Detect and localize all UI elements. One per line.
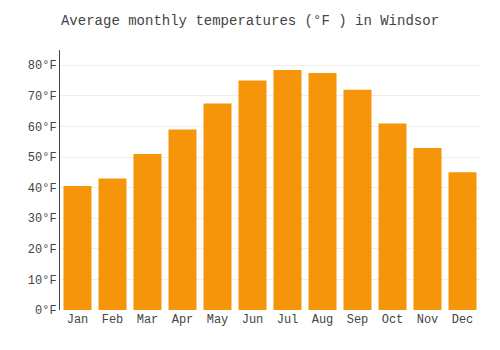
svg-text:Nov: Nov — [417, 313, 439, 327]
svg-text:Mar: Mar — [137, 313, 159, 327]
svg-text:Apr: Apr — [172, 313, 194, 327]
svg-text:Dec: Dec — [452, 313, 474, 327]
svg-text:Average monthly temperatures (: Average monthly temperatures (°F ) in Wi… — [61, 13, 439, 29]
svg-text:80°F: 80°F — [28, 59, 57, 73]
svg-text:50°F: 50°F — [28, 151, 57, 165]
svg-text:Jan: Jan — [67, 313, 89, 327]
svg-text:Aug: Aug — [312, 313, 334, 327]
svg-text:20°F: 20°F — [28, 243, 57, 257]
svg-text:40°F: 40°F — [28, 182, 57, 196]
svg-text:60°F: 60°F — [28, 121, 57, 135]
svg-text:Sep: Sep — [347, 313, 369, 327]
svg-text:Jul: Jul — [277, 313, 299, 327]
svg-text:Oct: Oct — [382, 313, 404, 327]
svg-text:10°F: 10°F — [28, 274, 57, 288]
svg-text:70°F: 70°F — [28, 90, 57, 104]
svg-text:30°F: 30°F — [28, 212, 57, 226]
svg-text:0°F: 0°F — [35, 304, 57, 318]
svg-text:May: May — [207, 313, 229, 327]
svg-text:Feb: Feb — [102, 313, 124, 327]
svg-text:Jun: Jun — [242, 313, 264, 327]
